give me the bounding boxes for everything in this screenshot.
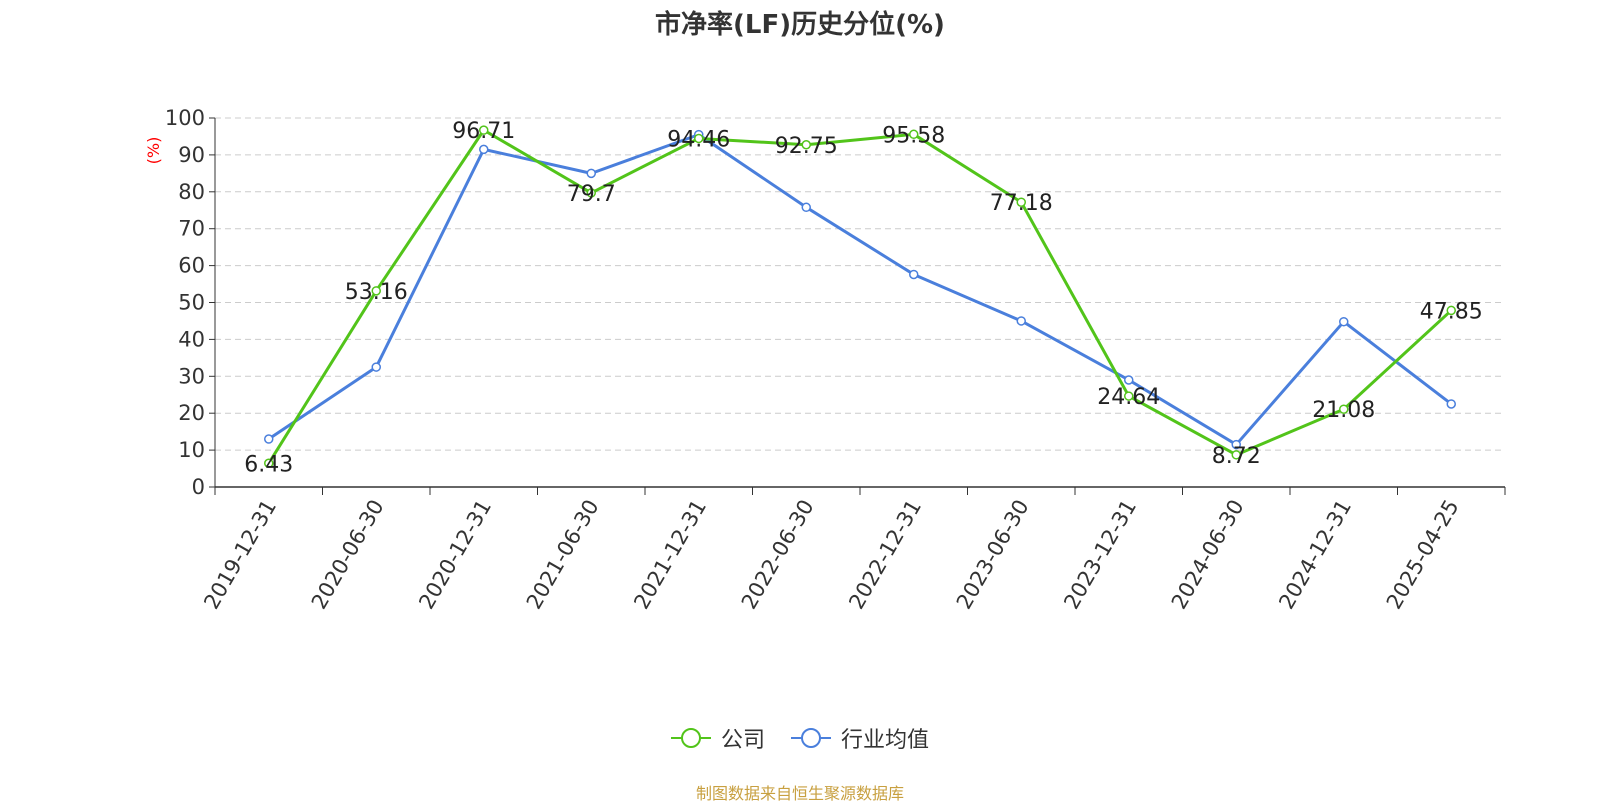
y-tick-label: 100: [165, 106, 205, 130]
y-tick-label: 50: [178, 291, 205, 315]
x-tick-label: 2021-06-30: [522, 496, 604, 614]
data-label: 21.08: [1312, 398, 1375, 423]
data-point-industry: [1231, 439, 1241, 450]
data-label: 77.18: [990, 191, 1053, 216]
data-point-company: [909, 129, 919, 140]
data-label: 94.46: [667, 127, 730, 152]
y-tick-label: 40: [178, 327, 205, 351]
y-tick-label: 60: [178, 254, 205, 278]
data-label: 24.64: [1097, 385, 1160, 410]
legend-item-company[interactable]: 公司: [670, 722, 765, 754]
data-label: 47.85: [1420, 299, 1483, 324]
x-tick-label: 2022-06-30: [737, 496, 819, 614]
data-point-industry: [1446, 399, 1456, 409]
y-axis-label: (%): [144, 137, 163, 165]
legend-industry-label: 行业均值: [841, 728, 930, 753]
chart-title: 市净率(LF)历史分位(%): [655, 10, 945, 40]
x-tick-label: 2019-12-31: [199, 496, 281, 614]
x-tick-label: 2023-06-30: [952, 496, 1034, 614]
data-point-industry: [371, 362, 381, 372]
legend-industry-icon: [791, 728, 831, 748]
data-point-company: [694, 133, 704, 144]
x-tick-label: 2020-12-31: [414, 496, 496, 614]
data-label: 79.7: [567, 182, 616, 207]
x-tick-label: 2021-12-31: [629, 496, 711, 614]
y-tick-label: 90: [178, 143, 205, 167]
data-label: 92.75: [775, 134, 838, 159]
data-label: 95.58: [882, 123, 945, 148]
data-point-industry: [909, 269, 919, 280]
data-label: 53.16: [345, 280, 408, 305]
y-tick-label: 10: [178, 438, 205, 462]
x-tick-label: 2025-04-25: [1382, 496, 1464, 614]
x-tick-label: 2022-12-31: [844, 496, 926, 614]
data-point-company: [1446, 305, 1456, 316]
y-tick-label: 20: [178, 401, 205, 425]
x-tick-label: 2024-12-31: [1274, 496, 1356, 614]
data-point-industry: [1016, 316, 1026, 326]
data-point-industry: [1124, 375, 1134, 385]
data-point-company: [479, 125, 489, 135]
data-point-industry: [586, 168, 596, 179]
y-tick-label: 30: [178, 364, 205, 388]
data-label: 8.72: [1212, 444, 1261, 469]
data-point-company: [586, 188, 596, 198]
series-line-industry: [267, 133, 1453, 447]
data-point-company: [1231, 450, 1241, 460]
data-point-company: [801, 140, 811, 150]
x-tick-label: 2024-06-30: [1167, 496, 1249, 614]
legend-company-icon: [670, 728, 711, 748]
data-point-company: [1339, 404, 1349, 414]
data-label: 96.71: [452, 119, 515, 144]
x-tick-label: 2020-06-30: [307, 496, 389, 614]
y-tick-label: 0: [192, 475, 205, 499]
data-point-company: [1016, 197, 1026, 207]
data-point-company: [371, 286, 381, 296]
data-point-industry: [801, 202, 811, 213]
x-tick-label: 2023-12-31: [1059, 496, 1141, 614]
data-point-industry: [479, 144, 489, 155]
data-label: 6.43: [244, 452, 293, 477]
series-line-company: [267, 128, 1453, 465]
data-source-note: 制图数据来自恒生聚源数据库: [695, 784, 904, 803]
data-point-industry: [1339, 316, 1349, 327]
y-tick-label: 70: [178, 217, 205, 241]
legend-item-industry[interactable]: 行业均值: [791, 722, 929, 754]
chart-legend: 公司 行业均值: [0, 722, 1600, 754]
data-point-company: [264, 458, 274, 469]
y-tick-label: 80: [178, 180, 205, 204]
data-point-company: [1124, 391, 1134, 401]
data-point-industry: [264, 434, 274, 444]
legend-company-label: 公司: [720, 728, 765, 753]
